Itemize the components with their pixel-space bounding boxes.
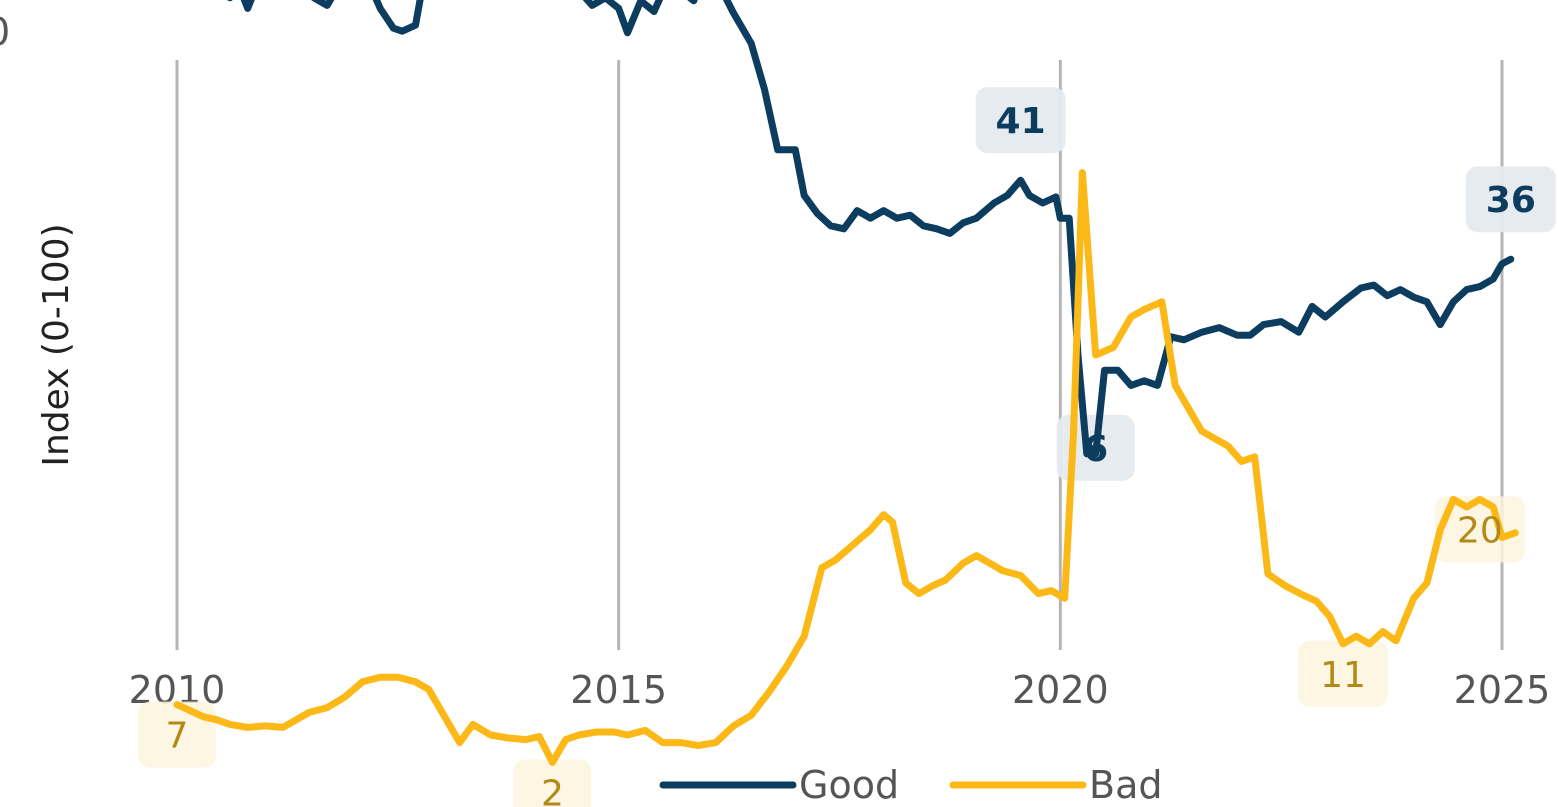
x-axis-tick-labels: 2010 2015 2020 2025 xyxy=(129,668,1551,712)
annotation-label: 41 xyxy=(996,101,1046,142)
annotation-box xyxy=(513,759,592,807)
annotation-box xyxy=(1465,166,1556,233)
annotation-labels: 5841366721120 xyxy=(166,101,1536,807)
annotation-box xyxy=(138,701,216,768)
annotation-backgrounds xyxy=(138,87,1556,807)
annotation-label: 7 xyxy=(166,716,189,757)
legend-label-bad: Bad xyxy=(1089,763,1162,807)
legend-label-good: Good xyxy=(799,763,899,807)
series-line-bad xyxy=(173,169,1519,766)
annotation-box xyxy=(1298,640,1388,707)
annotation-label: 36 xyxy=(1486,180,1536,221)
legend: Good Bad xyxy=(659,763,1162,807)
vertical-gridlines xyxy=(175,60,1504,650)
annotation-box xyxy=(975,87,1066,154)
series-lines xyxy=(173,0,1519,766)
x-tick-label-2025: 2025 xyxy=(1454,668,1551,712)
y-axis-title: Index (0-100) xyxy=(36,223,77,466)
annotation-label: 20 xyxy=(1457,510,1503,551)
x-tick-label-2020: 2020 xyxy=(1012,668,1109,712)
series-line-good xyxy=(227,0,1515,458)
x-tick-label-2015: 2015 xyxy=(570,668,667,712)
annotation-label: 11 xyxy=(1320,655,1366,696)
annotation-label: 6 xyxy=(1083,429,1108,470)
annotation-box xyxy=(1434,496,1525,563)
annotation-label: 2 xyxy=(541,773,564,807)
y-axis-tick-label: 0 xyxy=(0,10,10,54)
